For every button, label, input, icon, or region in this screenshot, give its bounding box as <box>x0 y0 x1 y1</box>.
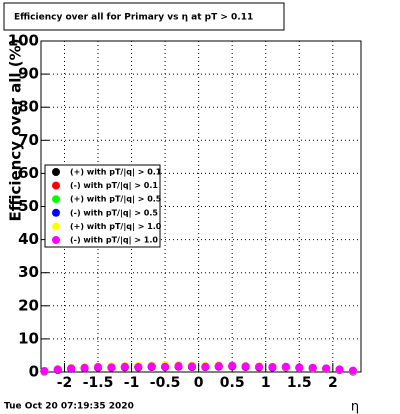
y-tick-label: 60 <box>18 164 39 182</box>
legend-label: (-) with pT/|q| > 1.0 <box>70 236 158 245</box>
legend-marker <box>52 195 60 204</box>
x-tick-label: 1 <box>261 375 271 391</box>
y-axis-label: Efficiency over all (%) <box>7 39 25 222</box>
data-point <box>187 362 196 371</box>
data-point <box>255 362 264 371</box>
legend-marker <box>52 208 60 217</box>
legend-entries: (+) with pT/|q| > 0.1 (-) with pT/|q| > 0… <box>52 168 162 245</box>
legend-marker <box>52 168 60 176</box>
chart-title: Efficiency over all for Primary vs η at … <box>14 13 253 23</box>
legend-marker <box>52 222 60 231</box>
data-point <box>281 362 290 371</box>
legend-marker <box>52 236 60 244</box>
data-point <box>348 366 357 375</box>
grid: 0 10 20 30 40 50 60 70 80 90 100 -2 -1.5 -1 -0.5 0 0.5 1 1… <box>8 32 361 391</box>
x-tick-label: 0 <box>194 375 204 391</box>
y-tick-label: 100 <box>8 32 39 50</box>
data-point <box>268 363 277 372</box>
legend-label: (-) with pT/|q| > 0.1 <box>70 181 158 190</box>
data-point <box>308 363 317 372</box>
y-tick-label: 10 <box>18 329 39 347</box>
data-point <box>40 367 49 376</box>
y-tick-label: 50 <box>18 197 39 215</box>
x-axis-label: η <box>351 400 359 414</box>
data-point <box>147 362 156 371</box>
data-point <box>53 365 62 374</box>
points <box>40 360 357 376</box>
legend-label: (-) with pT/|q| > 0.5 <box>70 208 158 217</box>
x-tick-label: 1.5 <box>287 375 312 391</box>
legend-label: (+) with pT/|q| > 0.5 <box>70 195 162 204</box>
y-tick-label: 90 <box>18 65 39 83</box>
x-tick-label: -1 <box>124 375 140 391</box>
x-tick-label: 2 <box>328 375 338 391</box>
y-tick-label: 70 <box>18 131 39 149</box>
data-point <box>214 362 223 371</box>
data-point <box>134 363 143 372</box>
data-point <box>161 362 170 371</box>
data-point <box>94 363 103 372</box>
x-tick-label: -1.5 <box>83 375 114 391</box>
data-point <box>228 361 237 370</box>
legend-marker <box>52 181 60 190</box>
x-tick-label: -2 <box>57 375 73 391</box>
data-point <box>295 363 304 372</box>
data-point <box>174 362 183 371</box>
title-box <box>3 2 285 31</box>
data-point <box>120 362 129 371</box>
data-point <box>241 362 250 371</box>
data-point <box>107 363 116 372</box>
x-tick-label: 0.5 <box>220 375 245 391</box>
y-tick-label: 30 <box>18 263 39 281</box>
y-tick-label: 0 <box>29 363 39 381</box>
legend <box>44 164 161 248</box>
data-point <box>67 364 76 373</box>
x-tick-label: -0.5 <box>150 375 181 391</box>
data-point <box>322 364 331 373</box>
legend-label: (+) with pT/|q| > 1.0 <box>70 222 162 231</box>
legend-label: (+) with pT/|q| > 0.1 <box>70 168 162 177</box>
data-point <box>80 363 89 372</box>
data-point <box>201 362 210 371</box>
y-tick-label: 80 <box>18 98 39 116</box>
data-point <box>335 365 344 374</box>
y-tick-label: 40 <box>18 230 39 248</box>
y-tick-label: 20 <box>18 296 39 314</box>
timestamp: Tue Oct 20 07:19:35 2020 <box>4 402 134 412</box>
